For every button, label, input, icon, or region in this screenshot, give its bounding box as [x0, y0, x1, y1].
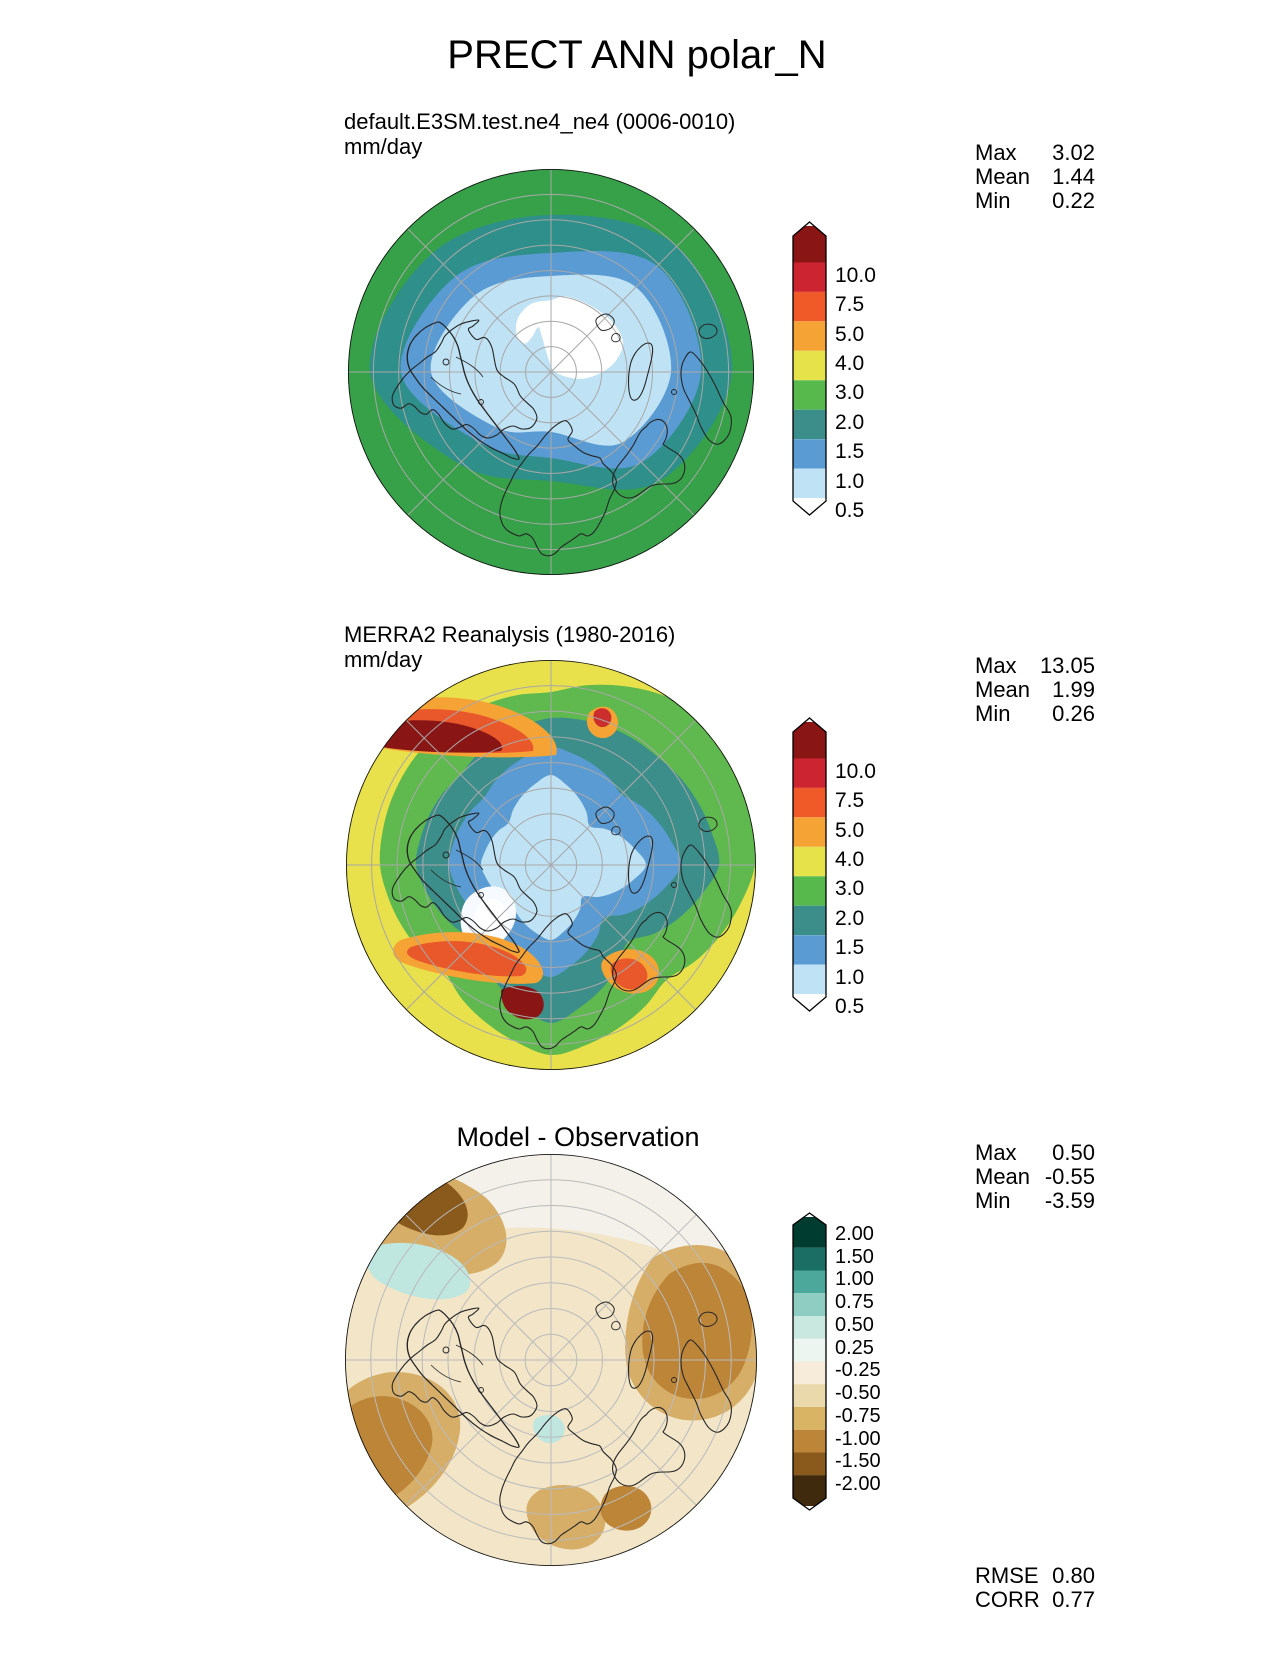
- svg-text:1.0: 1.0: [835, 470, 864, 493]
- svg-text:0.25: 0.25: [835, 1337, 874, 1359]
- svg-text:1.5: 1.5: [835, 936, 864, 959]
- svg-text:-0.55: -0.55: [1045, 1164, 1095, 1189]
- svg-text:2.0: 2.0: [835, 907, 864, 930]
- svg-text:1.00: 1.00: [835, 1268, 874, 1290]
- svg-text:5.0: 5.0: [835, 323, 864, 346]
- svg-text:-0.50: -0.50: [835, 1382, 881, 1404]
- svg-text:0.50: 0.50: [1052, 1140, 1095, 1165]
- svg-text:10.0: 10.0: [835, 760, 876, 783]
- svg-text:0.26: 0.26: [1052, 701, 1095, 726]
- svg-text:Model - Observation: Model - Observation: [456, 1122, 699, 1152]
- svg-text:CORR: CORR: [975, 1587, 1040, 1612]
- svg-text:-2.00: -2.00: [835, 1473, 881, 1495]
- svg-text:3.0: 3.0: [835, 381, 864, 404]
- svg-text:Mean: Mean: [975, 1164, 1030, 1189]
- svg-text:Max: Max: [975, 140, 1017, 165]
- svg-text:Min: Min: [975, 188, 1010, 213]
- svg-text:4.0: 4.0: [835, 848, 864, 871]
- svg-text:default.E3SM.test.ne4_ne4 (000: default.E3SM.test.ne4_ne4 (0006-0010): [344, 109, 735, 134]
- svg-text:-3.59: -3.59: [1045, 1188, 1095, 1213]
- svg-text:-1.00: -1.00: [835, 1428, 881, 1450]
- svg-text:1.0: 1.0: [835, 966, 864, 989]
- svg-text:PRECT ANN polar_N: PRECT ANN polar_N: [447, 33, 826, 77]
- svg-text:5.0: 5.0: [835, 819, 864, 842]
- svg-text:1.99: 1.99: [1052, 677, 1095, 702]
- svg-text:Max: Max: [975, 1140, 1017, 1165]
- svg-text:13.05: 13.05: [1040, 653, 1095, 678]
- svg-text:10.0: 10.0: [835, 264, 876, 287]
- svg-text:1.5: 1.5: [835, 440, 864, 463]
- svg-text:Mean: Mean: [975, 677, 1030, 702]
- svg-text:0.80: 0.80: [1052, 1563, 1095, 1588]
- svg-text:0.50: 0.50: [835, 1314, 874, 1336]
- svg-text:Min: Min: [975, 701, 1010, 726]
- svg-text:2.0: 2.0: [835, 411, 864, 434]
- svg-text:mm/day: mm/day: [344, 134, 422, 159]
- svg-text:Mean: Mean: [975, 164, 1030, 189]
- svg-text:1.44: 1.44: [1052, 164, 1095, 189]
- svg-text:7.5: 7.5: [835, 293, 864, 316]
- svg-text:Max: Max: [975, 653, 1017, 678]
- svg-text:3.0: 3.0: [835, 877, 864, 900]
- svg-text:-0.75: -0.75: [835, 1405, 881, 1427]
- svg-text:Min: Min: [975, 1188, 1010, 1213]
- svg-text:RMSE: RMSE: [975, 1563, 1039, 1588]
- svg-text:2.00: 2.00: [835, 1223, 874, 1245]
- svg-text:7.5: 7.5: [835, 789, 864, 812]
- svg-text:-1.50: -1.50: [835, 1450, 881, 1472]
- svg-text:MERRA2 Reanalysis (1980-2016): MERRA2 Reanalysis (1980-2016): [344, 622, 675, 647]
- svg-text:-0.25: -0.25: [835, 1359, 881, 1381]
- svg-text:mm/day: mm/day: [344, 647, 422, 672]
- svg-text:1.50: 1.50: [835, 1246, 874, 1268]
- svg-text:0.5: 0.5: [835, 499, 864, 522]
- svg-text:0.5: 0.5: [835, 995, 864, 1018]
- svg-text:4.0: 4.0: [835, 352, 864, 375]
- svg-text:0.75: 0.75: [835, 1291, 874, 1313]
- svg-text:0.22: 0.22: [1052, 188, 1095, 213]
- svg-text:3.02: 3.02: [1052, 140, 1095, 165]
- svg-text:0.77: 0.77: [1052, 1587, 1095, 1612]
